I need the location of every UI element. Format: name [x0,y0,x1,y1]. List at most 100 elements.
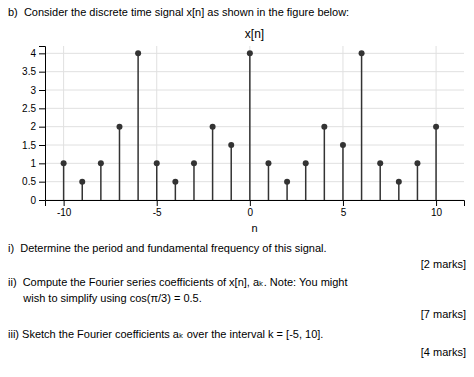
tick: 2 [30,121,45,132]
tick: 4 [30,48,45,59]
grid-line [45,108,464,109]
stem-marker [172,179,178,185]
stem-marker [61,160,67,166]
grid [45,46,464,200]
tick-label: -10 [57,207,72,218]
stem-marker [191,160,197,166]
stem-marker [228,142,234,148]
stem [305,163,307,200]
stem [379,163,381,200]
tick-label: 1 [30,158,36,169]
annotation: wish to simplify using cos(π/3) = 0.5. [8,292,202,304]
stem-marker [210,124,216,130]
tick-label: 10 [431,207,443,218]
tick-label: 0.5 [22,176,36,187]
stem-marker [135,50,141,56]
tick-mark [436,200,437,206]
tick-label: 0 [30,195,36,206]
grid-line [342,46,343,200]
grid-line [249,46,250,200]
stem-marker [265,160,271,166]
stem [417,163,419,200]
tick: 0.5 [22,176,45,187]
stem [324,127,326,200]
axis-line [46,201,465,207]
grid-line [45,53,464,54]
tick: 1 [30,158,45,169]
stem [193,163,195,200]
grid-line [45,90,464,91]
stem-marker [433,124,439,130]
tick: 0 [248,200,254,218]
grid-line [45,126,464,127]
tick-label: 2 [30,121,36,132]
stem-marker [396,179,402,185]
stem-marker [303,160,309,166]
grid-line [156,46,157,200]
annotation: b) Consider the discrete time signal x[n… [8,6,349,18]
grid-line [436,46,437,200]
tick-mark [64,200,65,206]
tick-mark [39,200,45,201]
stem-marker [79,179,85,185]
tick-label: 5 [341,207,347,218]
tick: -5 [153,200,162,218]
stem [342,145,344,200]
tick-label: -5 [153,207,162,218]
tick-mark [250,200,251,206]
grid-line [63,46,64,200]
grid-line [45,145,464,146]
tick: 2.5 [22,103,45,114]
stem-marker [377,160,383,166]
stem [63,163,65,200]
stem [212,127,214,200]
stem-marker [359,50,365,56]
annotation: [2 marks] [421,258,466,270]
x-axis: -10 -5 0 5 10 [46,200,465,218]
annotation: [4 marks] [421,346,466,358]
stem [119,127,121,200]
tick-mark [39,127,45,128]
stem-marker [116,124,122,130]
stem-marker [98,160,104,166]
stem-marker [414,160,420,166]
tick-mark [39,145,45,146]
tick-mark [39,163,45,164]
stem-marker [321,124,327,130]
tick: 3.5 [22,66,45,77]
stem [361,53,363,200]
annotation: iii) Sketch the Fourier coefficients aₖ … [8,328,323,340]
tick-label: 0 [248,207,254,218]
stem [249,53,251,200]
tick-label: 4 [30,48,36,59]
x-axis-label: n [251,222,257,234]
tick-label: 2.5 [22,103,36,114]
tick-label: 1.5 [22,140,36,151]
stem [137,53,139,200]
stem [230,145,232,200]
y-axis: 0 0.5 1 1.5 2 2.5 3 3.5 4 [22,47,45,206]
tick-mark [343,200,344,206]
tick: -10 [57,200,72,218]
tick: 1.5 [22,140,45,151]
annotation: i) Determine the period and fundamental … [8,242,327,254]
tick-mark [39,90,45,91]
stem-marker [284,179,290,185]
grid-line [45,71,464,72]
annotation: ii) Compute the Fourier series coefficie… [8,276,348,288]
tick-mark [157,200,158,206]
grid-line [45,163,464,164]
stem [100,163,102,200]
tick: 3 [30,85,45,96]
axis-line [39,47,46,201]
stem [268,163,270,200]
stem-marker [340,142,346,148]
tick: 0 [30,195,45,206]
tick-mark [39,72,45,73]
tick: 5 [341,200,347,218]
tick: 10 [431,200,443,218]
stem-marker [247,50,253,56]
annotation: [7 marks] [421,308,466,320]
tick-mark [39,182,45,183]
stem-marker [154,160,160,166]
